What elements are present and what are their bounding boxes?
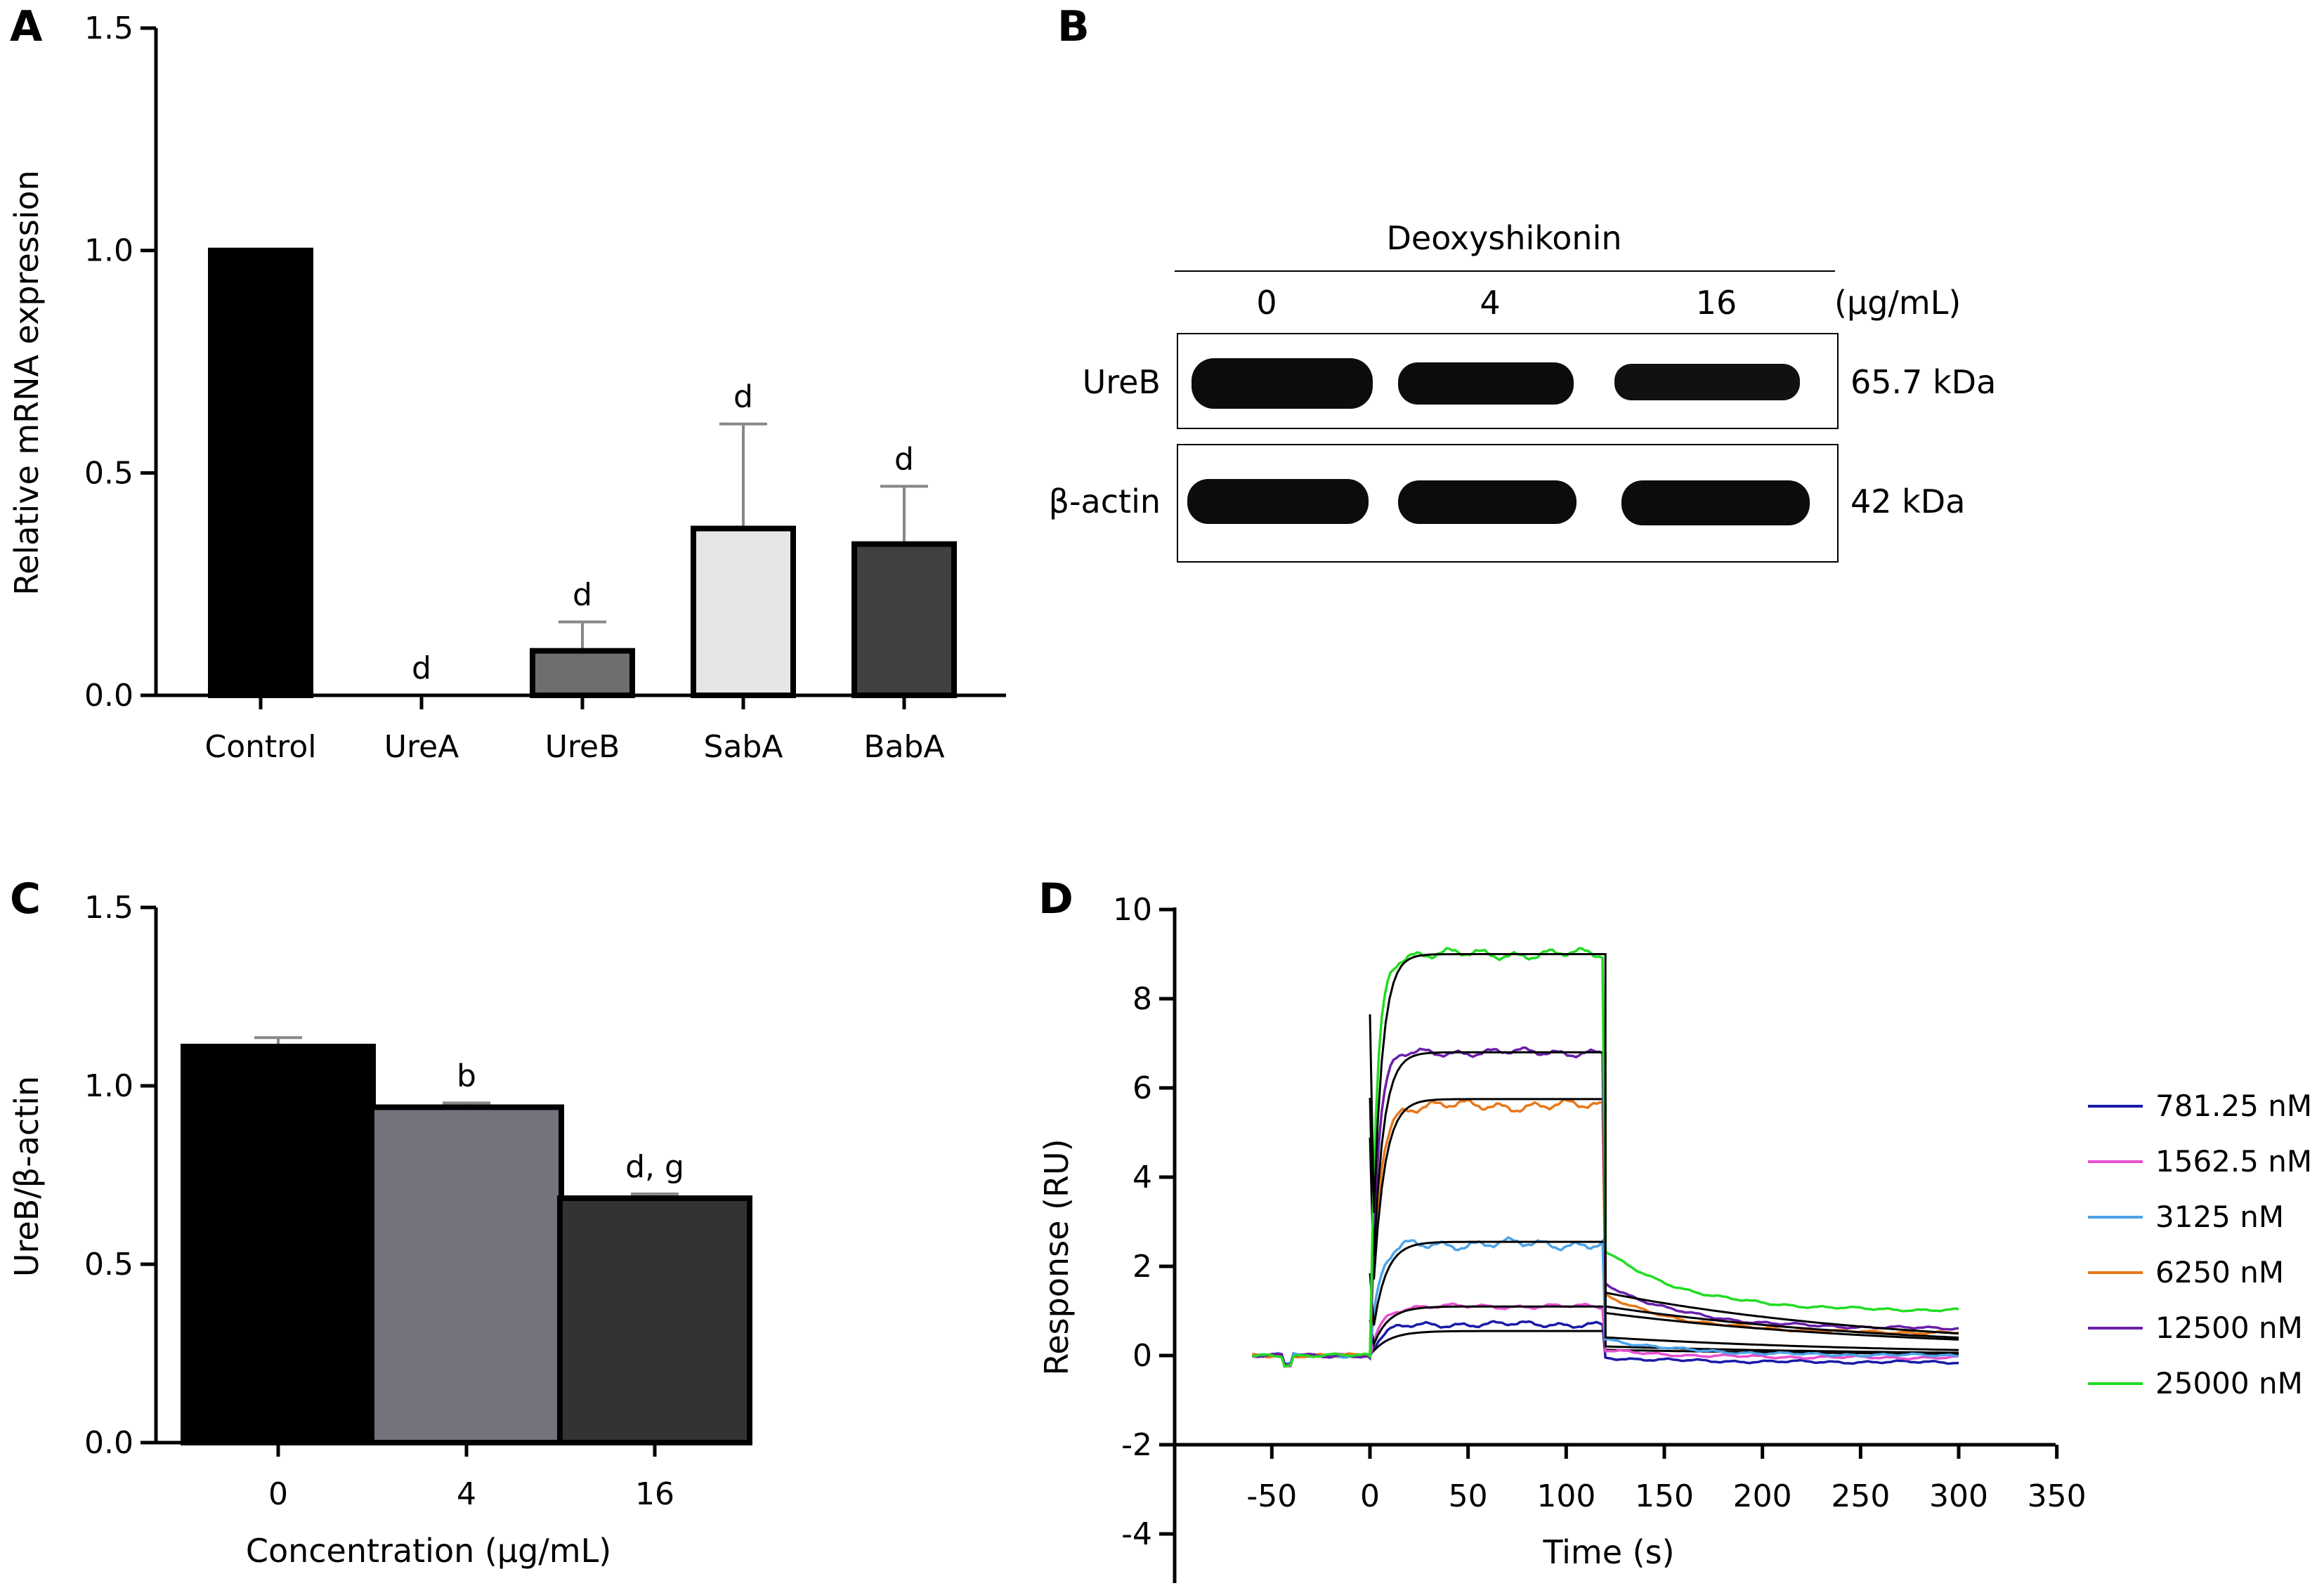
panel-a-x-tick-label: UreA	[384, 729, 459, 765]
panel-d-y-tick-label: 10	[1113, 892, 1152, 928]
blot-conc-16: 16	[1696, 284, 1737, 322]
panel-b: B Deoxyshikonin 0 4 16 (μg/mL) UreB 65.7…	[1049, 2, 1996, 563]
panel-d-x-axis-label: Time (s)	[1542, 1533, 1674, 1571]
panel-d-x-tick-label: 250	[1831, 1478, 1890, 1514]
band-actin-4	[1398, 480, 1576, 524]
panel-a-bar	[208, 247, 313, 698]
blot-conc-0: 0	[1256, 284, 1277, 322]
panel-d-x-tick-label: 50	[1449, 1478, 1488, 1514]
sensorgram-fit	[1369, 1051, 1959, 1339]
panel-c-axes: 0.0 0.5 1.0 1.5 0 4 b 16 d, g	[84, 890, 752, 1512]
panel-c-y-axis-label: UreB/β-actin	[8, 1076, 46, 1277]
panel-d-x-tick-label: 0	[1360, 1478, 1380, 1514]
panel-c-y-tick-label: 0.0	[84, 1425, 133, 1461]
panel-a-y-tick-label: 0.5	[84, 455, 133, 491]
sensorgram-fit	[1369, 1240, 1959, 1351]
panel-a-y-axis-label: Relative mRNA expression	[8, 170, 46, 596]
panel-c-y-tick-label: 0.5	[84, 1247, 133, 1282]
sensorgram-fit	[1369, 953, 1959, 1335]
panel-c-bar	[557, 1195, 752, 1446]
panel-a-bar	[691, 525, 796, 698]
panel-d-y-axis-label: Response (RU)	[1038, 1138, 1076, 1375]
panel-d-x-tick-label: 200	[1733, 1478, 1792, 1514]
band-ureb-16	[1614, 364, 1800, 400]
panel-d-y-tick-label: 4	[1132, 1160, 1152, 1195]
blot-size-ureb: 65.7 kDa	[1850, 363, 1996, 401]
panel-c-bar	[181, 1044, 376, 1445]
legend-label: 781.25 nM	[2155, 1089, 2312, 1123]
panel-c-x-tick-label: 4	[457, 1476, 476, 1512]
blot-conc-4: 4	[1480, 284, 1500, 322]
legend-label: 25000 nM	[2155, 1366, 2303, 1400]
panel-c-x-tick-label: 16	[635, 1476, 674, 1512]
blot-header: Deoxyshikonin	[1386, 219, 1621, 257]
panel-a-bar	[851, 541, 957, 699]
panel-d-y-tick-label: 0	[1132, 1338, 1152, 1374]
sensorgram-fit	[1369, 1330, 1959, 1356]
panel-letter-d: D	[1038, 874, 1073, 924]
panel-a-significance-label: d	[573, 577, 592, 613]
panel-d-x-tick-label: 350	[2028, 1478, 2087, 1514]
panel-c: C 0.0 0.5 1.0 1.5 0 4 b 16 d, g UreB/β-actin Con…	[8, 874, 752, 1570]
blot-row-label-actin: β-actin	[1049, 483, 1161, 520]
panel-a: A 0.0 0.5 1.0 1.5 Control UreA d UreB d SabA d BabA…	[8, 2, 1006, 765]
panel-a-significance-label: d	[733, 379, 753, 415]
panel-a-y-tick-label: 1.5	[84, 11, 133, 46]
panel-c-x-tick-label: 0	[268, 1476, 288, 1512]
panel-c-y-tick-label: 1.5	[84, 890, 133, 926]
blot-bands-actin	[1187, 479, 1810, 525]
panel-d-y-tick-label: -2	[1121, 1427, 1152, 1463]
legend-label: 12500 nM	[2155, 1311, 2303, 1345]
panel-d-legend: 781.25 nM 1562.5 nM 3125 nM 6250 nM 12500 nM…	[2088, 1089, 2312, 1400]
panel-d-y-tick-label: 2	[1132, 1249, 1152, 1285]
panel-a-x-tick-label: SabA	[704, 729, 783, 765]
panel-c-significance-label: d, g	[625, 1149, 684, 1185]
panel-a-x-tick-label: UreB	[545, 729, 620, 765]
panel-a-x-tick-label: BabA	[863, 729, 944, 765]
panel-c-significance-label: b	[457, 1058, 476, 1094]
panel-c-y-tick-label: 1.0	[84, 1068, 133, 1104]
blot-row-label-ureb: UreB	[1083, 363, 1161, 401]
band-actin-0	[1187, 479, 1369, 524]
blot-unit: (μg/mL)	[1834, 284, 1961, 322]
panel-a-significance-label: d	[894, 441, 914, 477]
panel-letter-b: B	[1057, 2, 1090, 51]
panel-c-x-axis-label: Concentration (μg/mL)	[246, 1532, 611, 1570]
panel-letter-a: A	[10, 2, 43, 51]
panel-a-y-tick-label: 0.0	[84, 678, 133, 714]
band-ureb-0	[1192, 358, 1373, 409]
panel-d-x-tick-label: -50	[1246, 1478, 1297, 1514]
panel-a-y-tick-label: 1.0	[84, 233, 133, 269]
panel-letter-c: C	[10, 874, 41, 924]
band-ureb-4	[1398, 362, 1574, 405]
legend-label: 1562.5 nM	[2155, 1144, 2312, 1179]
panel-d-x-tick-label: 100	[1536, 1478, 1595, 1514]
panel-d-y-tick-label: -4	[1121, 1516, 1152, 1552]
sensorgram-fit	[1369, 1098, 1959, 1341]
legend-label: 3125 nM	[2155, 1200, 2284, 1234]
panel-a-axes: 0.0 0.5 1.0 1.5 Control UreA d UreB d SabA d BabA d	[84, 11, 1006, 765]
blot-bands-ureb	[1192, 358, 1800, 409]
legend-label: 6250 nM	[2155, 1255, 2284, 1290]
panel-d-axes: -4 -2 0 2 4 6 8 10 -50 0 50 100 150 200 250 300 350	[1113, 892, 2087, 1583]
panel-d-x-tick-label: 150	[1635, 1478, 1694, 1514]
panel-a-x-tick-label: Control	[204, 729, 316, 765]
blot-size-actin: 42 kDa	[1850, 483, 1965, 520]
panel-d-y-tick-label: 6	[1132, 1070, 1152, 1106]
panel-d-y-tick-label: 8	[1132, 981, 1152, 1017]
panel-d: D -4 -2 0 2 4 6 8 10 -50 0 50 100 150 200 250 300 350 Re…	[1038, 874, 2312, 1583]
panel-a-significance-label: d	[412, 650, 431, 686]
panel-c-bar	[369, 1104, 564, 1445]
panel-d-x-tick-label: 300	[1929, 1478, 1988, 1514]
panel-a-bar	[530, 648, 635, 699]
band-actin-16	[1621, 480, 1810, 525]
